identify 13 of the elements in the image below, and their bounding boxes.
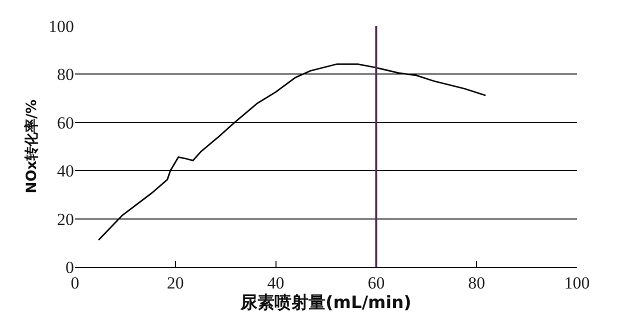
- x-tick-label: 40: [267, 273, 284, 292]
- x-tick-label: 60: [368, 273, 385, 292]
- x-tick-label: 20: [166, 273, 184, 292]
- y-tick-label: 80: [57, 65, 74, 84]
- y-tick-label: 20: [57, 210, 74, 229]
- x-tick-label: 100: [564, 273, 590, 292]
- y-axis-title: NOx转化率/%: [23, 100, 40, 194]
- x-axis-title: 尿素喷射量(mL/min): [240, 292, 412, 313]
- y-tick-label: 60: [57, 113, 74, 132]
- y-tick-label: 0: [66, 258, 74, 277]
- x-tick-label: 80: [468, 273, 486, 292]
- y-tick-label: 100: [48, 16, 74, 36]
- y-tick-label: 40: [57, 162, 74, 181]
